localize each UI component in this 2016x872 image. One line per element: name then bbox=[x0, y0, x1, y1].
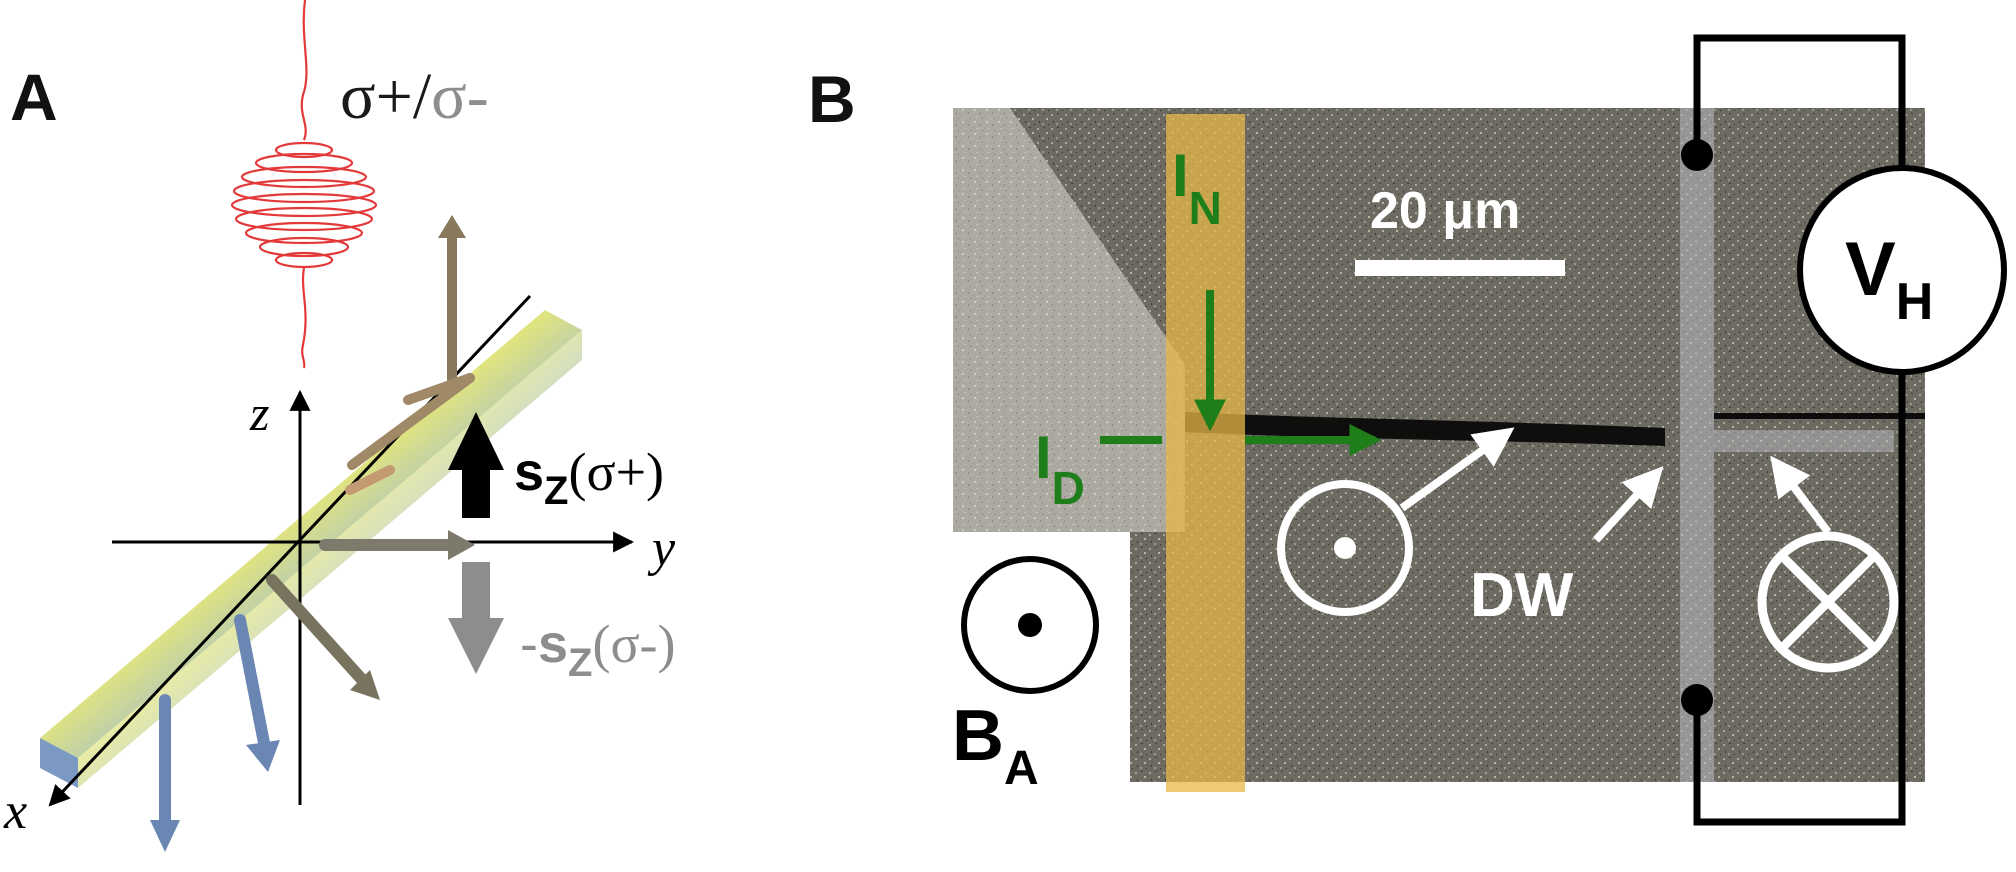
spin-down-arrow bbox=[448, 562, 504, 674]
laser-beam-helix bbox=[230, 0, 378, 369]
gate-strip bbox=[1166, 114, 1245, 792]
voltmeter-label: VH bbox=[1845, 227, 1933, 331]
spin-up-label: sZ(σ+) bbox=[514, 442, 664, 513]
scale-bar bbox=[1355, 260, 1565, 276]
spin-arrow-short bbox=[345, 465, 395, 495]
magnetization-in-symbol bbox=[1757, 455, 1899, 673]
spin-up-arrow bbox=[448, 412, 504, 518]
spin-arrow-tilted-2 bbox=[347, 373, 475, 470]
panel-b: B IN ID 20 μm bbox=[808, 34, 2007, 826]
x-axis-label: x bbox=[3, 783, 27, 840]
spin-arrow-diag-down bbox=[266, 574, 380, 700]
spin-arrow-blue-1 bbox=[234, 614, 280, 772]
spin-down-label: -sZ(σ-) bbox=[520, 614, 676, 685]
panel-b-label: B bbox=[808, 62, 856, 136]
spin-arrows bbox=[150, 215, 475, 852]
current-n-label: IN bbox=[1172, 142, 1222, 234]
domain-wall-arrow bbox=[1593, 466, 1664, 543]
scale-bar-label: 20 μm bbox=[1370, 182, 1520, 240]
slash-label: / bbox=[413, 60, 432, 133]
z-axis-label: z bbox=[249, 385, 269, 441]
current-arrows bbox=[1100, 290, 1382, 456]
domain-wall-label: DW bbox=[1470, 561, 1574, 630]
panel-a: A σ+/σ- bbox=[3, 0, 676, 852]
contact-bottom bbox=[1681, 684, 1713, 716]
current-d-label: ID bbox=[1035, 424, 1085, 514]
sigma-plus-label: σ+ bbox=[340, 60, 413, 133]
polarization-label: σ+/σ- bbox=[340, 60, 489, 133]
spin-arrow-along-y bbox=[319, 530, 475, 560]
spin-arrow-blue-2 bbox=[150, 694, 180, 852]
y-axis-label: y bbox=[647, 520, 676, 577]
semiconductor-bar bbox=[40, 310, 582, 788]
panel-a-label: A bbox=[10, 60, 58, 134]
hall-voltmeter-circuit bbox=[1693, 34, 1906, 826]
voltmeter bbox=[1797, 165, 2007, 375]
contact-top bbox=[1681, 139, 1713, 171]
magnetization-out-symbol bbox=[1277, 427, 1515, 616]
sigma-minus-label: σ- bbox=[431, 60, 489, 133]
applied-field-symbol bbox=[961, 556, 1099, 694]
applied-field-label: BA bbox=[952, 696, 1039, 795]
spin-arrow-up-top bbox=[438, 215, 466, 395]
